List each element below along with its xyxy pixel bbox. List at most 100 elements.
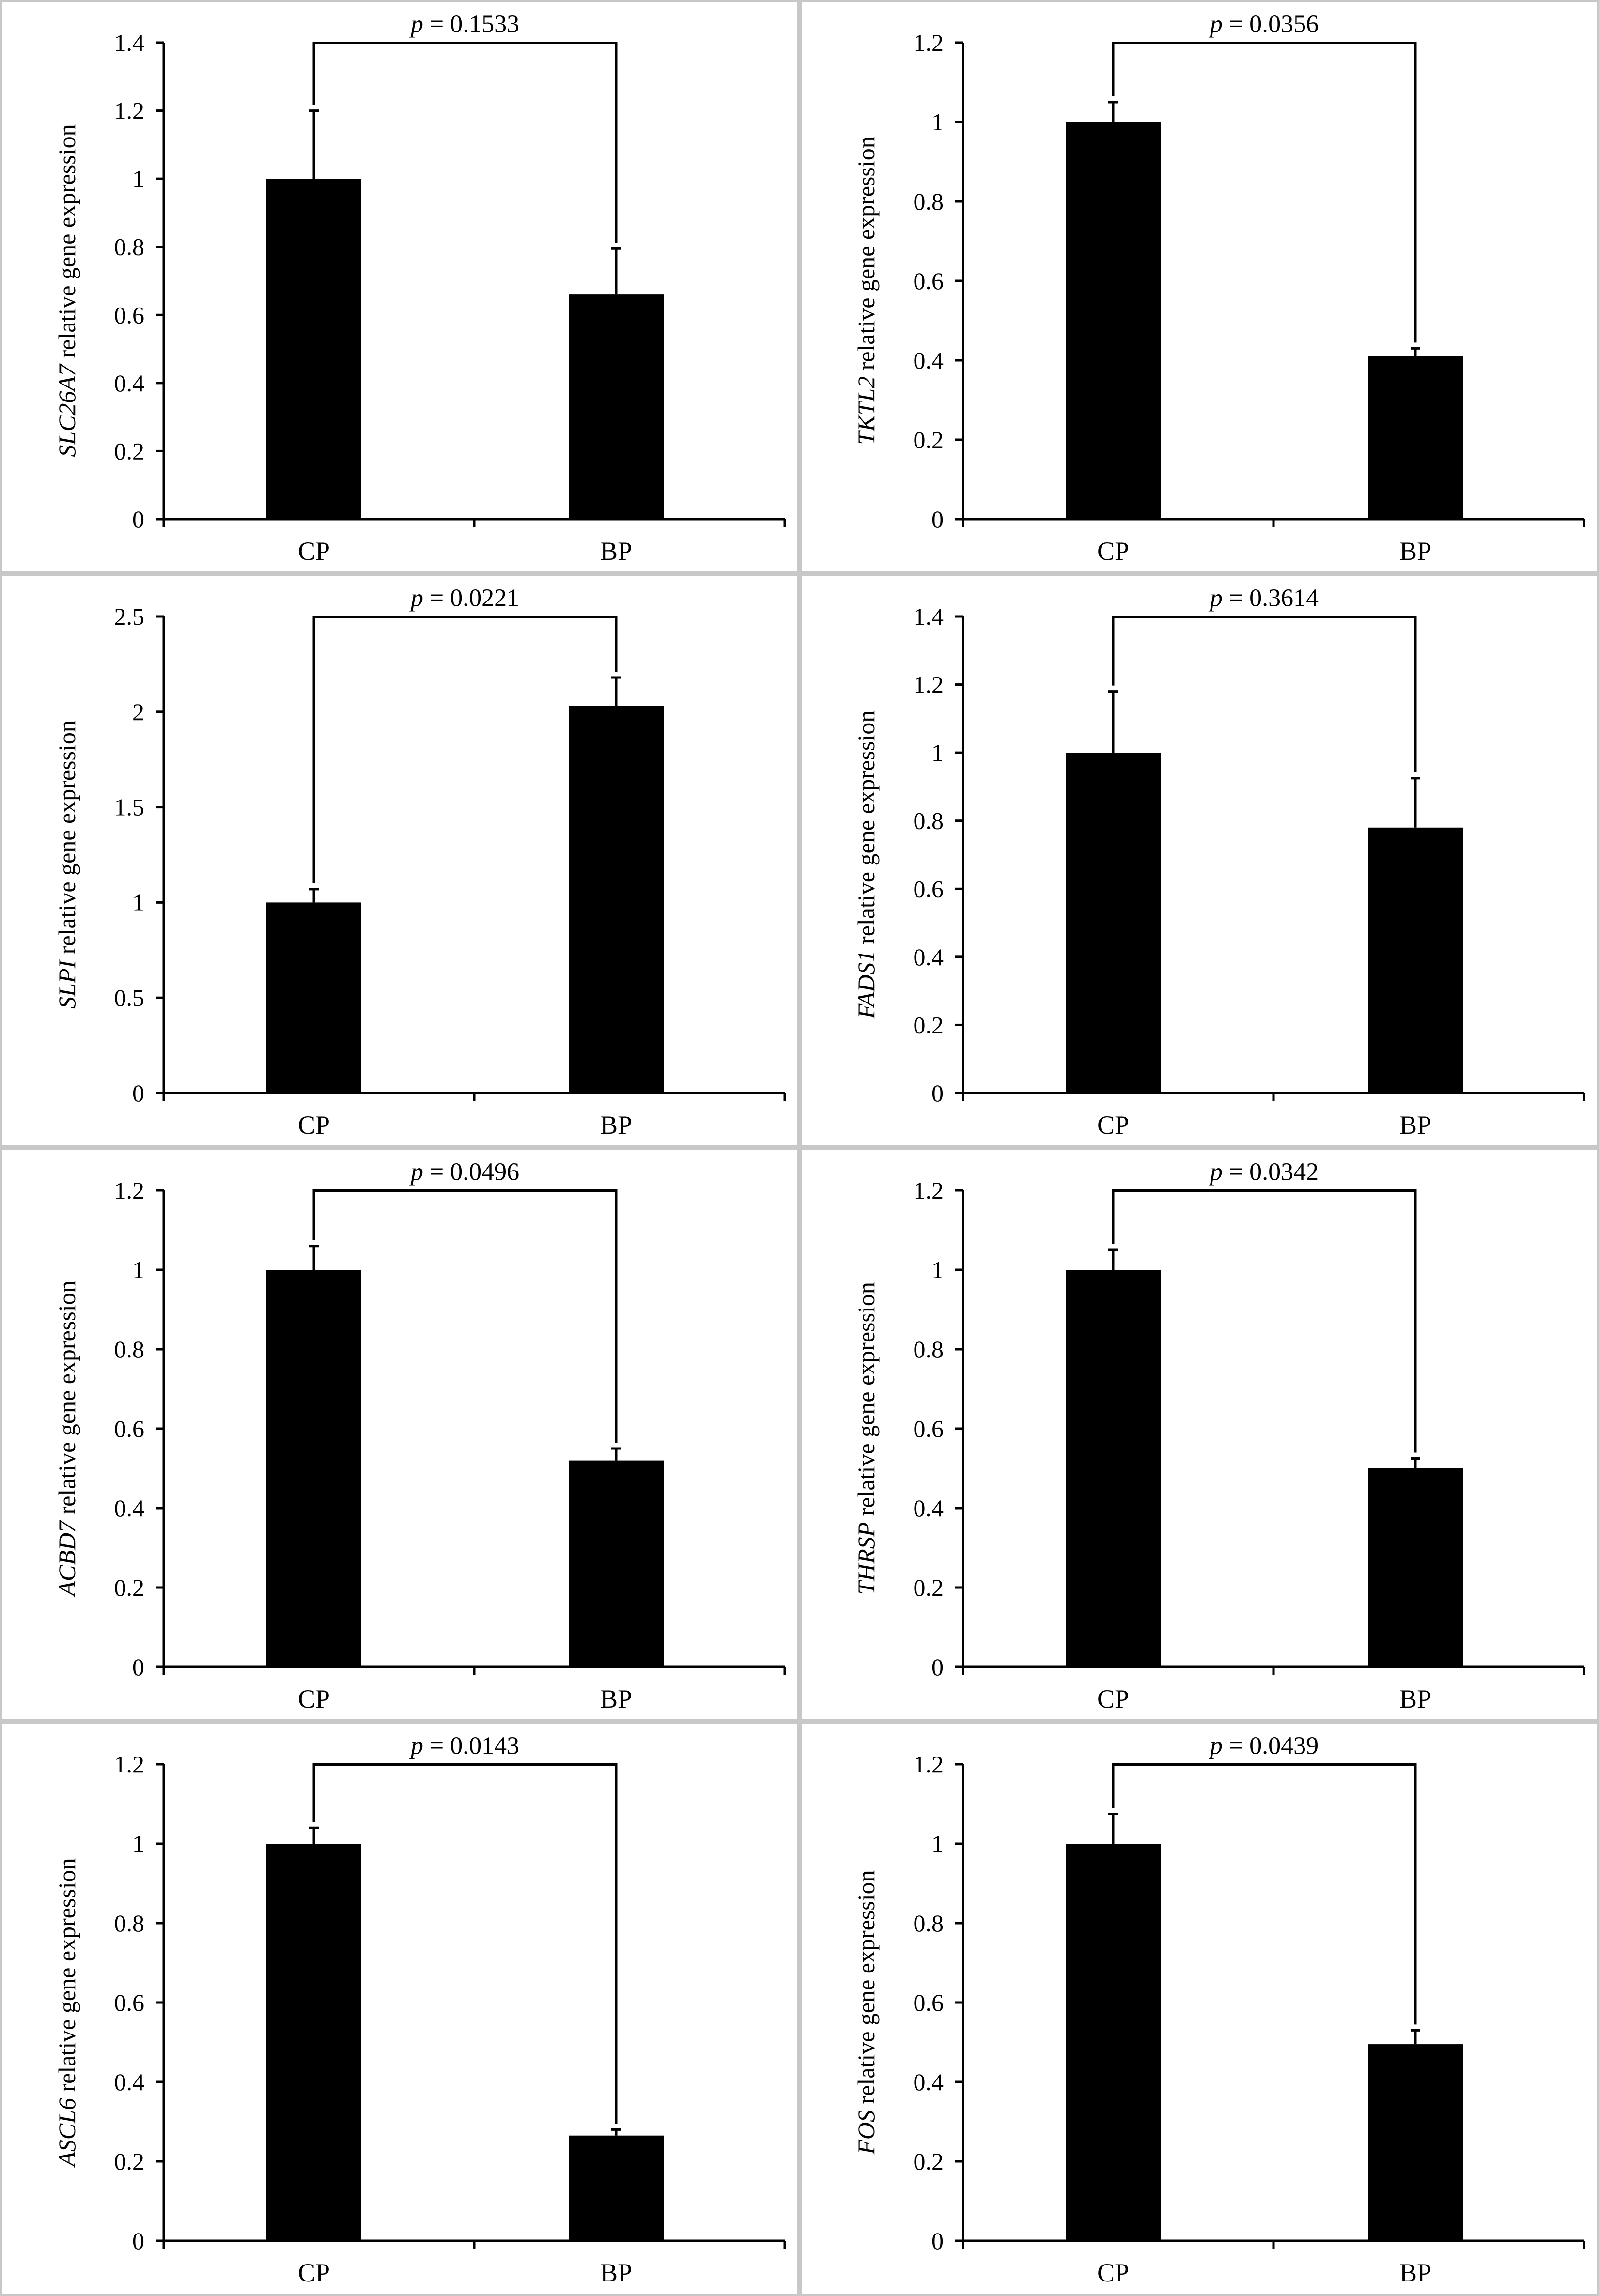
y-tick-label: 1 bbox=[132, 889, 144, 916]
y-tick-label: 1 bbox=[931, 1256, 944, 1283]
panel-fos: 0 0.2 0.4 0.6 0.8 1 1.2 CP BP p = 0.0439 FOS relat… bbox=[799, 1722, 1599, 2296]
y-label-suffix: relative gene expression bbox=[53, 1858, 80, 2098]
significance-bracket bbox=[312, 1763, 618, 2124]
y-tick-label: 1.2 bbox=[914, 1751, 944, 1778]
category-label: BP bbox=[1399, 2258, 1431, 2287]
y-tick-label: 1 bbox=[931, 108, 944, 136]
y-label-suffix: relative gene expression bbox=[853, 1282, 880, 1522]
gene-name: TKTL2 bbox=[853, 376, 880, 445]
p-value: = 0.0356 bbox=[1223, 11, 1319, 38]
bar-bp bbox=[569, 2135, 664, 2241]
category-label: CP bbox=[298, 1684, 330, 1713]
y-tick-label: 2.5 bbox=[114, 603, 145, 630]
y-tick-label: 0 bbox=[931, 506, 944, 533]
significance-bracket bbox=[312, 1189, 618, 1443]
category-label: CP bbox=[298, 1110, 330, 1140]
y-tick-label: 0.4 bbox=[114, 370, 145, 397]
y-tick-label: 1 bbox=[931, 739, 944, 766]
bar-cp bbox=[1066, 122, 1161, 519]
category-label: CP bbox=[298, 2258, 330, 2287]
y-label-suffix: relative gene expression bbox=[853, 136, 880, 376]
y-tick-label: 1 bbox=[132, 1256, 144, 1283]
panel-border bbox=[0, 1148, 799, 1722]
y-tick-label: 1 bbox=[132, 1830, 144, 1857]
y-tick-label: 0.2 bbox=[914, 426, 944, 453]
y-tick-label: 0.2 bbox=[114, 437, 145, 464]
p-value: = 0.0439 bbox=[1223, 1732, 1319, 1760]
bar-bp bbox=[1368, 2044, 1463, 2241]
bar-bp bbox=[569, 706, 664, 1093]
y-tick-label: 0.6 bbox=[114, 301, 145, 328]
panel-border bbox=[0, 0, 799, 574]
y-tick-label: 0.4 bbox=[914, 943, 944, 971]
category-label: BP bbox=[600, 537, 632, 566]
panel-border bbox=[799, 0, 1599, 574]
y-axis-label: FADS1 relative gene expression bbox=[853, 710, 880, 1019]
significance-bracket bbox=[1112, 616, 1417, 772]
significance-bracket bbox=[1112, 42, 1417, 343]
y-axis-label: ACBD7 relative gene expression bbox=[53, 1280, 80, 1597]
y-tick-label: 0.8 bbox=[114, 1336, 145, 1363]
panel-ascl6: 0 0.2 0.4 0.6 0.8 1 1.2 CP BP p = 0.0143 ASCL6 rel… bbox=[0, 1722, 799, 2296]
panel-border bbox=[0, 574, 799, 1148]
category-label: CP bbox=[1097, 1110, 1129, 1140]
y-tick-label: 0.2 bbox=[114, 1574, 145, 1601]
gene-name: SLPI bbox=[53, 959, 80, 1008]
gene-name: THRSP bbox=[853, 1522, 880, 1595]
p-symbol: p bbox=[409, 585, 423, 612]
y-axis-label: SLPI relative gene expression bbox=[53, 720, 80, 1009]
y-label-suffix: relative gene expression bbox=[53, 1280, 80, 1521]
y-tick-label: 0 bbox=[931, 2227, 944, 2254]
y-tick-label: 0 bbox=[132, 1079, 144, 1107]
y-tick-label: 0 bbox=[132, 506, 144, 533]
gene-name: ACBD7 bbox=[53, 1520, 80, 1598]
p-value: = 0.0496 bbox=[423, 1158, 519, 1186]
y-tick-label: 0.4 bbox=[114, 1495, 145, 1522]
bar-cp bbox=[266, 179, 361, 520]
y-tick-label: 0.4 bbox=[914, 2068, 944, 2096]
y-tick-label: 1.4 bbox=[114, 29, 145, 56]
p-value: = 0.0342 bbox=[1223, 1158, 1319, 1186]
y-tick-label: 0.8 bbox=[914, 807, 944, 834]
p-symbol: p bbox=[1208, 585, 1223, 612]
y-tick-label: 0.8 bbox=[114, 1910, 145, 1937]
panel-tktl2: 0 0.2 0.4 0.6 0.8 1 1.2 CP BP p = 0.0356 TKTL2 rel… bbox=[799, 0, 1599, 574]
y-tick-label: 1.2 bbox=[114, 97, 145, 124]
bar-cp bbox=[266, 1844, 361, 2241]
gene-name: ASCL6 bbox=[53, 2098, 80, 2168]
category-label: CP bbox=[1097, 1684, 1129, 1713]
panel-fads1: 0 0.2 0.4 0.6 0.8 1 1.2 1.4 CP BP p = 0.3614 FADS1 … bbox=[799, 574, 1599, 1148]
bar-bp bbox=[1368, 827, 1463, 1093]
category-label: CP bbox=[298, 537, 330, 566]
y-tick-label: 1.2 bbox=[914, 671, 944, 698]
y-tick-label: 0.2 bbox=[914, 2148, 944, 2175]
significance-bracket bbox=[1112, 1763, 1417, 2025]
bar-cp bbox=[266, 1270, 361, 1667]
y-tick-label: 0 bbox=[931, 1079, 944, 1107]
y-tick-label: 0.2 bbox=[914, 1574, 944, 1601]
y-label-suffix: relative gene expression bbox=[53, 124, 80, 364]
panel-thrsp: 0 0.2 0.4 0.6 0.8 1 1.2 CP BP p = 0.0342 THRSP rel… bbox=[799, 1148, 1599, 1722]
y-tick-label: 0.4 bbox=[914, 347, 944, 374]
p-value: = 0.1533 bbox=[423, 11, 519, 38]
category-label: BP bbox=[600, 1684, 632, 1713]
bar-cp bbox=[1066, 1844, 1161, 2241]
y-tick-label: 1 bbox=[931, 1830, 944, 1857]
gene-name: FOS bbox=[853, 2110, 880, 2155]
p-value: = 0.3614 bbox=[1223, 585, 1319, 612]
p-value: = 0.0221 bbox=[423, 585, 519, 612]
y-tick-label: 0.8 bbox=[114, 233, 145, 261]
y-label-suffix: relative gene expression bbox=[53, 720, 80, 960]
y-tick-label: 1.2 bbox=[914, 29, 944, 56]
y-tick-label: 0.8 bbox=[914, 1336, 944, 1363]
p-symbol: p bbox=[1208, 1158, 1223, 1186]
category-label: BP bbox=[1399, 537, 1431, 566]
category-label: BP bbox=[1399, 1110, 1431, 1140]
panel-border bbox=[0, 1722, 799, 2296]
panel-border bbox=[799, 574, 1599, 1148]
y-tick-label: 0 bbox=[931, 1653, 944, 1680]
p-symbol: p bbox=[409, 11, 423, 38]
category-label: BP bbox=[1399, 1684, 1431, 1713]
p-value: = 0.0143 bbox=[423, 1732, 519, 1760]
